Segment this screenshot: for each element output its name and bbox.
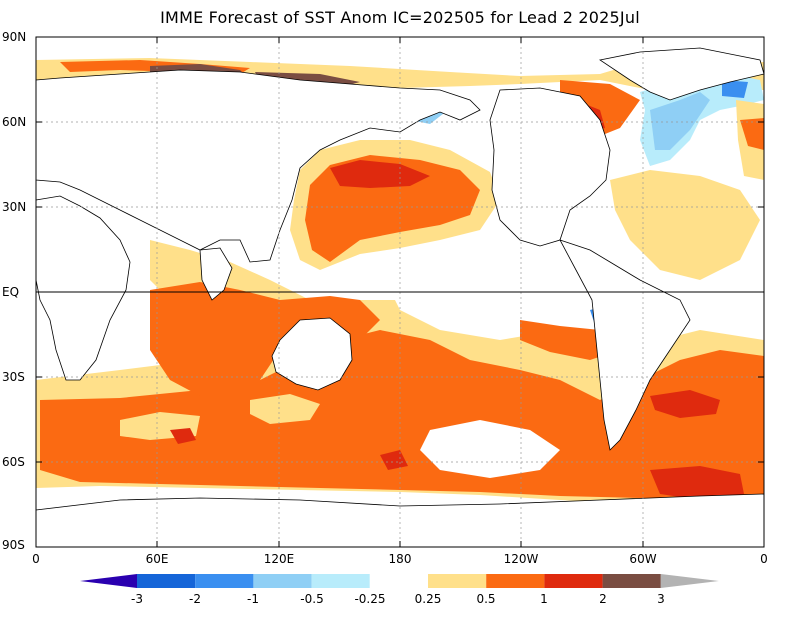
colorbar-label: 2 [599,592,607,606]
lat-label-90n: 90N [2,30,27,44]
anomaly-field [36,58,764,510]
lon-label-180: 180 [388,552,412,566]
lon-label-0-end: 0 [760,552,768,566]
lat-label-eq: EQ [2,285,20,299]
colorbar-box [137,574,196,588]
lat-label-30s: 30S [2,370,25,384]
colorbar-label: 0.25 [414,592,442,606]
lat-label-90s: 90S [2,538,25,552]
colorbar-box [311,574,370,588]
colorbar-box [486,574,545,588]
colorbar-box [428,574,487,588]
lon-label-60w: 60W [629,552,657,566]
lon-label-60e: 60E [145,552,169,566]
colorbar-label: -1 [247,592,259,606]
colorbar-box [253,574,312,588]
colorbar-label: 0.5 [476,592,496,606]
map-title: IMME Forecast of SST Anom IC=202505 for … [160,8,640,27]
lon-label-120w: 120W [503,552,539,566]
colorbar-label: -2 [189,592,201,606]
colorbar-box [602,574,661,588]
axis-ticks [36,36,764,547]
lat-label-60s: 60S [2,455,25,469]
colorbar-label: -3 [131,592,143,606]
lat-label-30n: 30N [2,200,27,214]
colorbar-label: -0.25 [354,592,386,606]
lat-label-60n: 60N [2,115,27,129]
colorbar-box [544,574,603,588]
colorbar-label: 1 [540,592,548,606]
lon-label-120e: 120E [263,552,295,566]
colorbar-arrow-right [660,574,719,588]
colorbar-label: 3 [657,592,665,606]
colorbar-label: -0.5 [300,592,324,606]
colorbar [80,574,719,588]
colorbar-box [369,574,428,588]
colorbar-arrow-left [80,574,137,588]
lon-label-0: 0 [32,552,40,566]
colorbar-box [195,574,254,588]
